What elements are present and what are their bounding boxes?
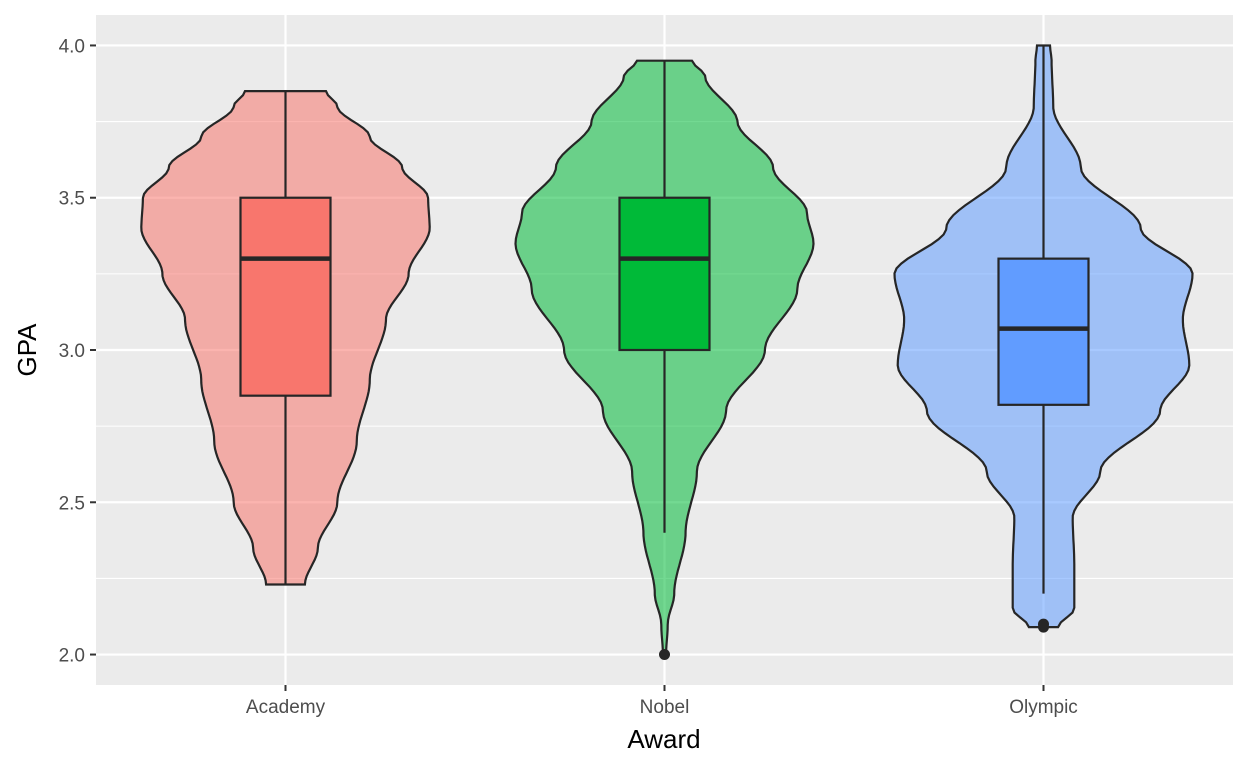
x-axis-title: Award: [627, 724, 700, 754]
box-nobel: [618, 196, 711, 352]
outlier-point: [1038, 618, 1049, 630]
y-tick-label: 2.5: [59, 493, 85, 514]
y-tick-label: 3.0: [59, 341, 85, 362]
y-axis: 2.0 2.5 3.0 3.5 4.0: [59, 36, 96, 667]
box-academy: [239, 196, 332, 397]
y-tick-label: 4.0: [59, 36, 85, 57]
outlier-point: [659, 649, 670, 661]
x-tick-label: Academy: [246, 697, 326, 718]
y-tick-label: 2.0: [59, 646, 85, 667]
x-tick-label: Olympic: [1009, 697, 1078, 718]
y-tick-label: 3.5: [59, 189, 85, 210]
x-tick-label: Nobel: [640, 697, 690, 718]
boxplots: [239, 45, 1090, 661]
x-axis: Academy Nobel Olympic: [246, 685, 1078, 718]
y-axis-title: GPA: [12, 323, 42, 377]
box-olympic: [997, 257, 1090, 406]
